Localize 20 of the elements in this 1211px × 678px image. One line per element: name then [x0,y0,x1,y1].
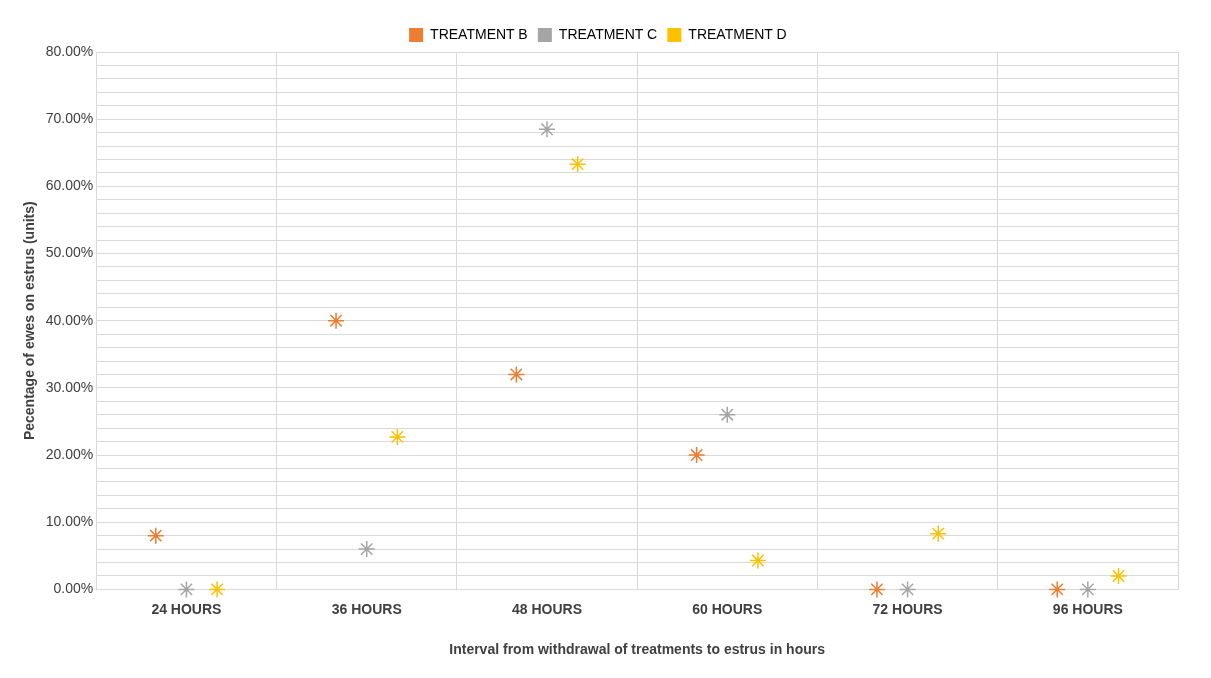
x-tick-label: 96 HOURS [1052,600,1123,617]
y-tick-label: 30.00% [45,378,94,395]
x-tick-label: 48 HOURS [511,600,583,617]
legend-label: TREATMENT C [558,25,658,42]
y-tick-label: 40.00% [45,311,94,328]
y-tick-label: 50.00% [45,244,94,261]
y-axis-title: Pecentage of ewes on estrus (units) [21,201,38,441]
y-tick-label: 70.00% [45,110,94,127]
x-tick-label: 36 HOURS [331,600,402,617]
y-tick-label: 10.00% [45,513,94,530]
x-tick-label: 60 HOURS [692,600,763,617]
y-tick-label: 80.00% [45,42,94,59]
legend-label: TREATMENT D [688,25,787,42]
y-tick-label: 20.00% [45,445,94,462]
y-tick-label: 0.00% [53,580,94,597]
x-axis-title: Interval from withdrawal of treatments to estrus in hours [449,641,826,658]
y-tick-label: 60.00% [45,177,94,194]
x-tick-label: 24 HOURS [151,600,222,617]
legend-label: TREATMENT B [430,25,528,42]
x-tick-label: 72 HOURS [872,600,943,617]
